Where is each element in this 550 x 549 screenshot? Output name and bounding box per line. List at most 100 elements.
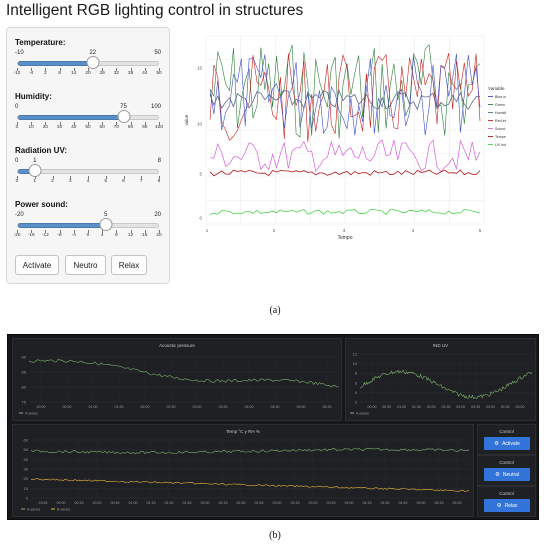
slider-tick-mark (17, 68, 18, 71)
temp-panel-title: Temp °C y RH % (226, 429, 260, 434)
temperature-label: Temperature: (15, 38, 66, 47)
slider-tick-label: 90 (142, 125, 148, 130)
slider-tick-mark (144, 68, 146, 71)
slider-tick-label: 38 (127, 71, 134, 76)
x-tick-label: 04:00 (345, 501, 354, 505)
slider-tick-mark (159, 122, 160, 125)
temp-series-b (30, 478, 470, 493)
y-tick-label: 5 (199, 172, 202, 177)
x-tick-label: 05:00 (417, 501, 426, 505)
x-tick-label: 02:00 (427, 405, 436, 409)
x-tick-label: 04:30 (381, 501, 390, 505)
x-tick-label: 4 (412, 228, 415, 233)
slider-value: 1 (33, 158, 37, 164)
slider-tick-mark (88, 230, 89, 233)
relax-button[interactable]: Relax (111, 255, 147, 275)
slider-tick-label: 16 (142, 233, 148, 238)
y-tick-label: 4 (355, 390, 358, 395)
slider-tick-label: 7 (139, 179, 143, 184)
radiation-uv-slider: Radiation UV: 0 8 1 0 1 2 3 4 5 6 7 8 (15, 146, 161, 196)
x-tick-label: 02:45 (255, 501, 264, 505)
slider-tick-label: -4 (29, 71, 34, 76)
slider-tick-mark (17, 230, 18, 233)
uv-series (359, 369, 533, 400)
slider-thumb[interactable] (99, 218, 113, 231)
dashboard-relax-button[interactable]: ⚙ Relax (484, 499, 530, 512)
acoustic-chart: 90 85 80 75 00:00 00:30 01:00 01:30 02:00 02:30 03… (19, 355, 340, 415)
legend-entry: A-series (27, 507, 40, 511)
slider-tick-label: 6 (122, 179, 125, 184)
slider-thumb[interactable] (86, 56, 100, 69)
x-tick-label: 1 (206, 228, 209, 233)
slider-tick-mark (59, 122, 61, 125)
slider-tick-mark (73, 68, 75, 71)
slider-thumb[interactable] (117, 110, 130, 123)
lighting-control-app: Intelligent RGB lighting control in stru… (6, 2, 506, 284)
acoustic-panel-title: Acoustic pressure (159, 343, 195, 348)
dashboard: Acoustic pressure 90 85 80 75 00:00 00:30 01:0… (7, 334, 539, 520)
slider-tick-label: 26 (99, 71, 105, 76)
y-tick-label: 60 (24, 438, 29, 443)
slider-fill (18, 115, 125, 120)
x-tick-label: 01:00 (397, 405, 406, 409)
x-tick-label: 01:30 (412, 405, 421, 409)
x-tick-label: 03:30 (309, 501, 318, 505)
slider-track[interactable] (17, 115, 159, 120)
x-tick-label: 05:30 (323, 405, 332, 409)
slider-max: 100 (150, 104, 161, 110)
x-tick-label: 03:00 (273, 501, 282, 505)
dashboard-neutral-button[interactable]: ⚙ Neutral (484, 468, 530, 481)
slider-tick-mark (159, 230, 160, 233)
slider-tick-label: 4 (100, 233, 104, 238)
slider-tick-mark (17, 176, 18, 179)
legend-entry: Temperature (495, 135, 506, 139)
slider-tick-label: 50 (156, 71, 162, 76)
slider-tick-label: 80 (127, 125, 134, 130)
x-tick-label: 05:30 (453, 501, 462, 505)
slider-tick-label: 30 (56, 125, 63, 130)
slider-tick-mark (130, 68, 132, 71)
slider-tick-label: 70 (113, 125, 120, 130)
y-tick-label: 80 (22, 385, 27, 390)
slider-ticks: 0 10 20 30 40 50 60 70 80 90 100 (16, 122, 163, 134)
slider-min: -10 (15, 50, 24, 56)
slider-max: 8 (157, 158, 161, 164)
slider-tick-mark (31, 122, 33, 125)
slider-tick-mark (130, 230, 132, 233)
x-tick-label: 00:45 (111, 501, 120, 505)
control-title: Control (499, 491, 514, 496)
x-tick-label: 03:45 (327, 501, 336, 505)
x-tick-label: 05:00 (297, 405, 306, 409)
activate-button[interactable]: Activate (15, 255, 59, 275)
uv-panel-title: IND UV (432, 343, 449, 348)
x-tick-label: 04:15 (363, 501, 372, 505)
slider-tick-mark (130, 122, 132, 125)
x-tick-label: 2 (273, 228, 276, 233)
y-tick-label: 6 (355, 380, 358, 385)
legend-title: Variable (488, 86, 505, 91)
neutro-button[interactable]: Neutro (65, 255, 106, 275)
slider-tick-mark (73, 230, 75, 233)
legend-entry: Green intensity (495, 103, 506, 107)
slider-min: 0 (15, 158, 19, 164)
control-title: Control (499, 460, 514, 465)
slider-tick-mark (159, 68, 160, 71)
legend-entry: A series (25, 411, 38, 415)
power-sound-label: Power sound: (15, 200, 68, 209)
y-tick-label: 90 (22, 355, 27, 360)
dashboard-activate-button[interactable]: ⚙ Activate (484, 437, 530, 450)
legend-entry: Sound Power (495, 127, 506, 131)
series-sound-power (209, 139, 481, 173)
slider-track[interactable] (17, 223, 159, 228)
legend-entry: A series (356, 411, 369, 415)
uv-chart: 12 10 8 6 4 2 00:00 00:30 01:00 01:30 02:00 02:30 03… (350, 352, 533, 415)
slider-max: 50 (154, 50, 161, 56)
slider-tick-mark (102, 122, 104, 125)
humidity-slider: Humidity: 0 100 75 0 10 20 30 40 50 60 70 80 90 100 (15, 92, 163, 142)
y-tick-label: 2 (355, 400, 358, 405)
x-tick-label: 5 (479, 228, 482, 233)
temperature-slider: Temperature: -10 50 22 -10 -4 2 8 14 20 26 32 38 44 50 (14, 38, 162, 88)
x-tick-label: 02:00 (141, 405, 150, 409)
series-blue-intensity (209, 53, 481, 136)
slider-tick-label: -20 (13, 233, 21, 238)
